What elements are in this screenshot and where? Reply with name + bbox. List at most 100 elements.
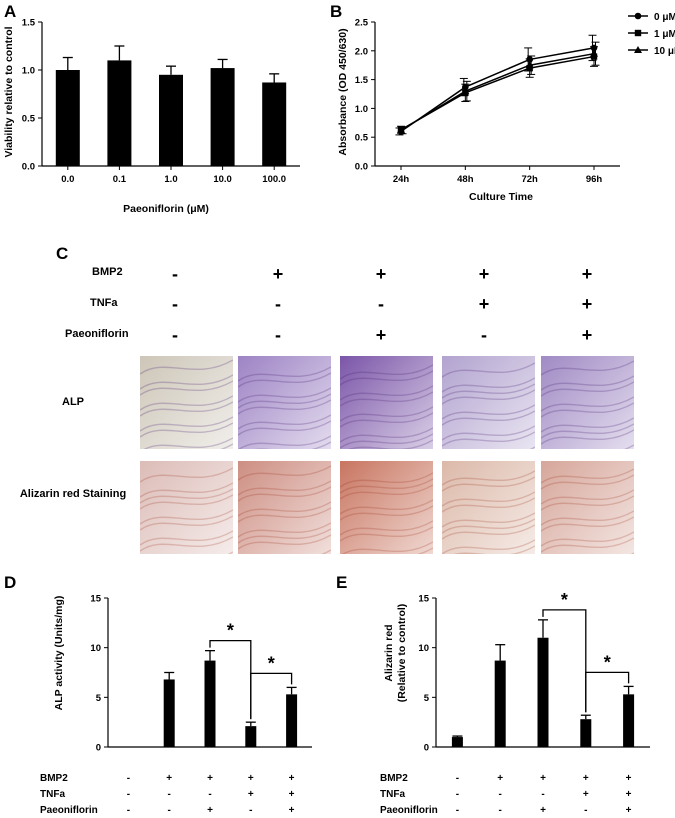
chart-d-condition-label: Paeoniflorin <box>40 805 98 816</box>
chart-e-condition-sign: + <box>540 805 546 816</box>
chart-e-bar <box>494 660 506 747</box>
chart-b: Absorbance (OD 450/630) Culture Time 0.0… <box>337 12 675 203</box>
chart-b-series-line <box>400 55 595 131</box>
chart-b-legend-label: 1 μM <box>654 29 675 40</box>
chart-e-condition-sign: - <box>456 789 459 800</box>
chart-e-ytick-label: 15 <box>418 594 429 605</box>
chart-d-condition-sign: - <box>208 789 211 800</box>
chart-e-condition-sign: + <box>626 773 632 784</box>
panel-label-c: C <box>56 244 69 263</box>
chart-d-condition-sign: - <box>127 805 130 816</box>
chart-b-legend-marker <box>634 29 642 37</box>
chart-d-condition-sign: - <box>127 773 130 784</box>
chart-b-legend-label: 10 μM <box>654 46 675 57</box>
chart-a-xlabel: Paeoniflorin (μM) <box>123 203 209 215</box>
chart-a-xtick-label: 0.1 <box>113 174 127 185</box>
chart-d-significance-bracket <box>209 639 252 720</box>
c-sign: - <box>172 294 178 314</box>
chart-a-xtick-label: 10.0 <box>213 174 232 185</box>
alp-stain-image <box>238 356 331 449</box>
chart-e-condition-sign: - <box>541 789 544 800</box>
chart-d-bar <box>204 660 216 747</box>
alizarin-stain-image <box>541 461 634 554</box>
chart-d-condition-sign: + <box>166 773 172 784</box>
chart-d-condition-label: TNFa <box>40 789 65 800</box>
c-sign: - <box>172 325 178 345</box>
c-sign: + <box>375 325 387 345</box>
c-sign: + <box>581 264 593 284</box>
c-row-label-paeoniflorin: Paeoniflorin <box>65 328 129 340</box>
alizarin-stain-image <box>140 461 233 554</box>
c-sign: + <box>478 294 490 314</box>
chart-e-condition-sign: - <box>456 805 459 816</box>
chart-d-condition-sign: - <box>168 805 171 816</box>
chart-e-condition-sign: - <box>499 805 502 816</box>
c-sign: - <box>481 325 487 345</box>
chart-d-ytick-label: 0 <box>96 743 101 754</box>
chart-b-ytick-label: 0.5 <box>355 133 369 144</box>
chart-b-ytick-label: 1.5 <box>355 75 369 86</box>
chart-d-ylabel: ALP activity (Units/mg) <box>53 596 65 711</box>
chart-d-ytick-label: 15 <box>90 594 101 605</box>
chart-d-bar <box>286 694 298 747</box>
alizarin-stain-image <box>238 461 331 554</box>
chart-d-condition-sign: + <box>248 789 254 800</box>
c-stain-label-alizarin: Alizarin red Staining <box>19 488 127 500</box>
chart-b-point <box>397 126 405 134</box>
chart-b-legend-marker <box>634 46 642 53</box>
chart-e-ytick-label: 5 <box>424 693 430 704</box>
chart-d-condition-sign: - <box>168 789 171 800</box>
chart-a-bar <box>210 68 235 166</box>
chart-d-condition-sign: + <box>207 773 213 784</box>
chart-d-condition-sign: + <box>289 773 295 784</box>
chart-d-ytick-label: 5 <box>96 693 102 704</box>
chart-e-condition-sign: + <box>583 773 589 784</box>
chart-b-xtick-label: 96h <box>586 174 603 185</box>
chart-e-condition-sign: + <box>583 789 589 800</box>
chart-e-ylabel2: (Relative to control) <box>396 604 408 703</box>
chart-e-condition-sign: + <box>497 773 503 784</box>
chart-a-bar <box>107 60 132 166</box>
chart-a-ytick-label: 0.5 <box>22 114 36 125</box>
chart-a-bar <box>55 70 80 166</box>
chart-b-xtick-label: 48h <box>457 174 474 185</box>
panel-label-e: E <box>336 573 348 592</box>
c-sign: - <box>275 325 281 345</box>
chart-e-ytick-label: 0 <box>424 743 429 754</box>
c-row-label-tnfa: TNFa <box>90 297 118 309</box>
chart-e-bar <box>623 694 635 747</box>
chart-d-condition-sign: - <box>127 789 130 800</box>
alizarin-stain-image <box>340 461 433 554</box>
panel-label-b: B <box>330 2 343 21</box>
chart-d: ALP activity (Units/mg) 0 5 10 15 * * BMP2 - + + +… <box>40 594 312 816</box>
chart-a-ytick-label: 1.5 <box>22 18 36 29</box>
chart-e-condition-sign: - <box>584 805 587 816</box>
chart-a-xtick-label: 1.0 <box>164 174 177 185</box>
chart-e-significance-bracket <box>585 671 630 713</box>
c-sign: + <box>375 264 387 284</box>
chart-e-significance-star: * <box>604 652 611 672</box>
chart-d-condition-sign: + <box>289 805 295 816</box>
chart-e-condition-sign: - <box>456 773 459 784</box>
chart-b-point <box>525 61 534 69</box>
alp-stain-image <box>442 356 535 449</box>
chart-b-ytick-label: 2.0 <box>355 46 368 57</box>
chart-d-condition-sign: + <box>248 773 254 784</box>
panel-label-d: D <box>4 573 17 592</box>
chart-b-point <box>590 49 598 57</box>
chart-e-ylabel: Alizarin red <box>383 624 395 681</box>
chart-b-legend-marker <box>634 12 642 20</box>
c-sign: + <box>581 294 593 314</box>
chart-b-ylabel: Absorbance (OD 450/630) <box>337 28 349 155</box>
chart-a-xtick-label: 0.0 <box>61 174 74 185</box>
chart-b-legend-label: 0 μM <box>654 12 675 23</box>
chart-b-xlabel: Culture Time <box>469 191 533 203</box>
chart-e-significance-bracket <box>542 609 587 713</box>
panel-label-a: A <box>4 2 17 21</box>
chart-e: Alizarin red (Relative to control) 0 5 10 1… <box>380 590 650 816</box>
chart-b-ytick-label: 0.0 <box>355 162 368 173</box>
c-sign: - <box>378 294 384 314</box>
chart-e-condition-label: TNFa <box>380 789 405 800</box>
c-row-label-bmp2: BMP2 <box>92 266 123 278</box>
chart-e-bar <box>580 719 592 747</box>
